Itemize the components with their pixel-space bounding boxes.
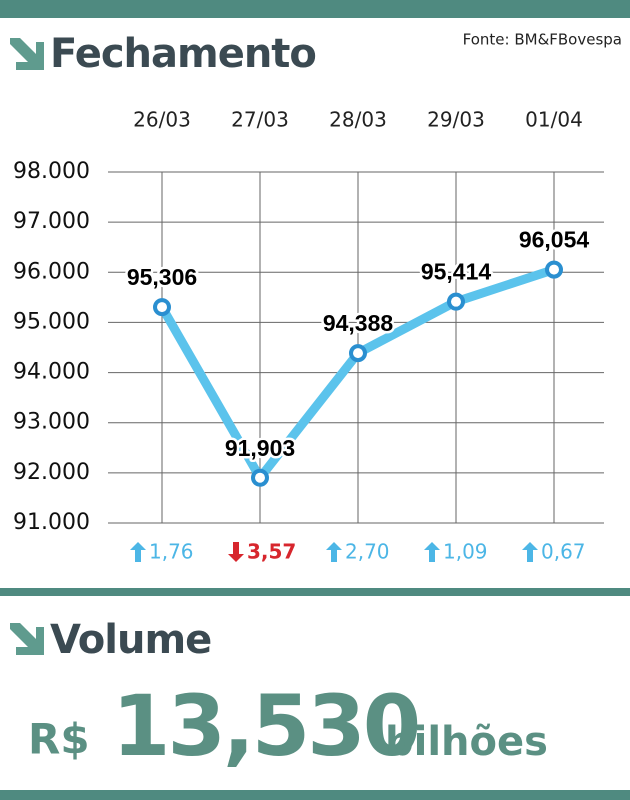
volume-unit: bilhões xyxy=(385,719,548,765)
top-bar xyxy=(0,0,630,18)
change-label: 3,57 xyxy=(247,540,296,564)
volume-value: 13,530 xyxy=(112,677,418,775)
x-tick-label: 01/04 xyxy=(525,108,583,132)
point xyxy=(153,298,171,317)
chart-title: Fechamento xyxy=(50,31,316,77)
change-arrow xyxy=(424,542,440,562)
point xyxy=(251,468,269,487)
y-tick-label: 93.000 xyxy=(13,410,90,435)
divider xyxy=(0,588,630,596)
y-tick-label: 94.000 xyxy=(13,360,90,385)
x-tick-label: 28/03 xyxy=(329,108,387,132)
x-tick-label: 29/03 xyxy=(427,108,485,132)
change-arrow xyxy=(228,542,244,562)
volume-icon xyxy=(10,623,44,655)
x-tick-label: 26/03 xyxy=(133,108,191,132)
y-tick-label: 92.000 xyxy=(13,460,90,485)
title-icon xyxy=(10,38,44,70)
point xyxy=(349,344,367,363)
value-label: 95,306 xyxy=(127,264,197,290)
value-label: 96,054 xyxy=(519,227,590,253)
change-label: 0,67 xyxy=(541,540,586,564)
value-label: 91,903 xyxy=(225,435,295,461)
change-label: 1,76 xyxy=(149,540,194,564)
volume-title: Volume xyxy=(50,617,211,663)
change-label: 2,70 xyxy=(345,540,390,564)
y-tick-label: 98.000 xyxy=(13,159,90,184)
chart: 91.000 92.000 93.000 94.000 95.000 96.000 97.0… xyxy=(13,108,604,564)
change-arrow xyxy=(130,542,146,562)
volume-prefix: R$ xyxy=(28,715,90,764)
y-tick-label: 91.000 xyxy=(13,510,90,535)
y-tick-label: 95.000 xyxy=(13,309,90,334)
change-arrow xyxy=(522,542,538,562)
y-tick-label: 96.000 xyxy=(13,259,90,284)
change-arrow xyxy=(326,542,342,562)
x-tick-label: 27/03 xyxy=(231,108,289,132)
value-label: 94,388 xyxy=(323,310,394,336)
value-label: 95,414 xyxy=(421,259,492,285)
point xyxy=(545,260,563,279)
bottom-bar xyxy=(0,790,630,800)
y-tick-label: 97.000 xyxy=(13,209,90,234)
point xyxy=(447,292,465,311)
change-label: 1,09 xyxy=(443,540,488,564)
source: Fonte: BM&FBovespa xyxy=(463,31,622,49)
